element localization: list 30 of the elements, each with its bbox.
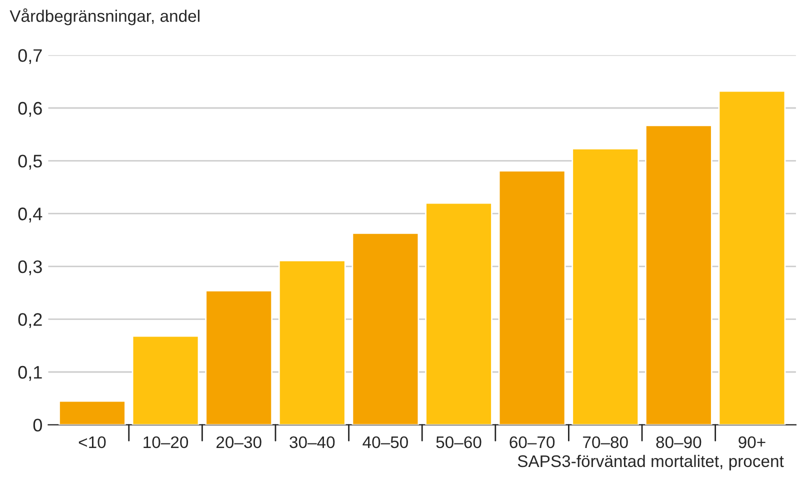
y-tick-label: 0,3 <box>18 260 42 276</box>
y-tick-label: 0 <box>33 418 42 432</box>
bar <box>572 148 640 425</box>
x-tick-label: 30–40 <box>290 436 335 448</box>
bar <box>58 400 126 425</box>
y-tick-label: 0,1 <box>18 366 42 381</box>
x-tick-label: 90+ <box>738 436 766 448</box>
x-tick-label: 60–70 <box>510 436 555 448</box>
bar <box>425 202 492 425</box>
bar <box>498 170 566 425</box>
y-axis-title: Vårdbegränsningar, andel <box>10 8 200 26</box>
y-tick-label: 0,4 <box>18 208 42 222</box>
x-tick-label: <10 <box>78 436 106 448</box>
bar <box>205 290 273 425</box>
bar <box>718 90 786 425</box>
y-tick-label: 0,6 <box>18 102 42 117</box>
bar <box>278 260 346 425</box>
x-tick-label: 70–80 <box>583 436 628 448</box>
y-tick-label: 0,7 <box>18 49 42 64</box>
bar <box>352 232 420 425</box>
y-tick-label: 0,2 <box>18 313 42 328</box>
x-tick-label: 40–50 <box>362 436 408 448</box>
x-tick-label: 80–90 <box>656 436 702 448</box>
y-tick-label: 0,5 <box>18 154 42 170</box>
x-tick-label: 20–30 <box>216 436 262 448</box>
bar <box>132 335 200 425</box>
x-tick-label: 10–20 <box>144 436 188 448</box>
bar <box>644 124 712 425</box>
x-axis-title: SAPS3-förväntad mortalitet, procent <box>518 454 784 470</box>
x-tick-label: 50–60 <box>436 436 482 448</box>
